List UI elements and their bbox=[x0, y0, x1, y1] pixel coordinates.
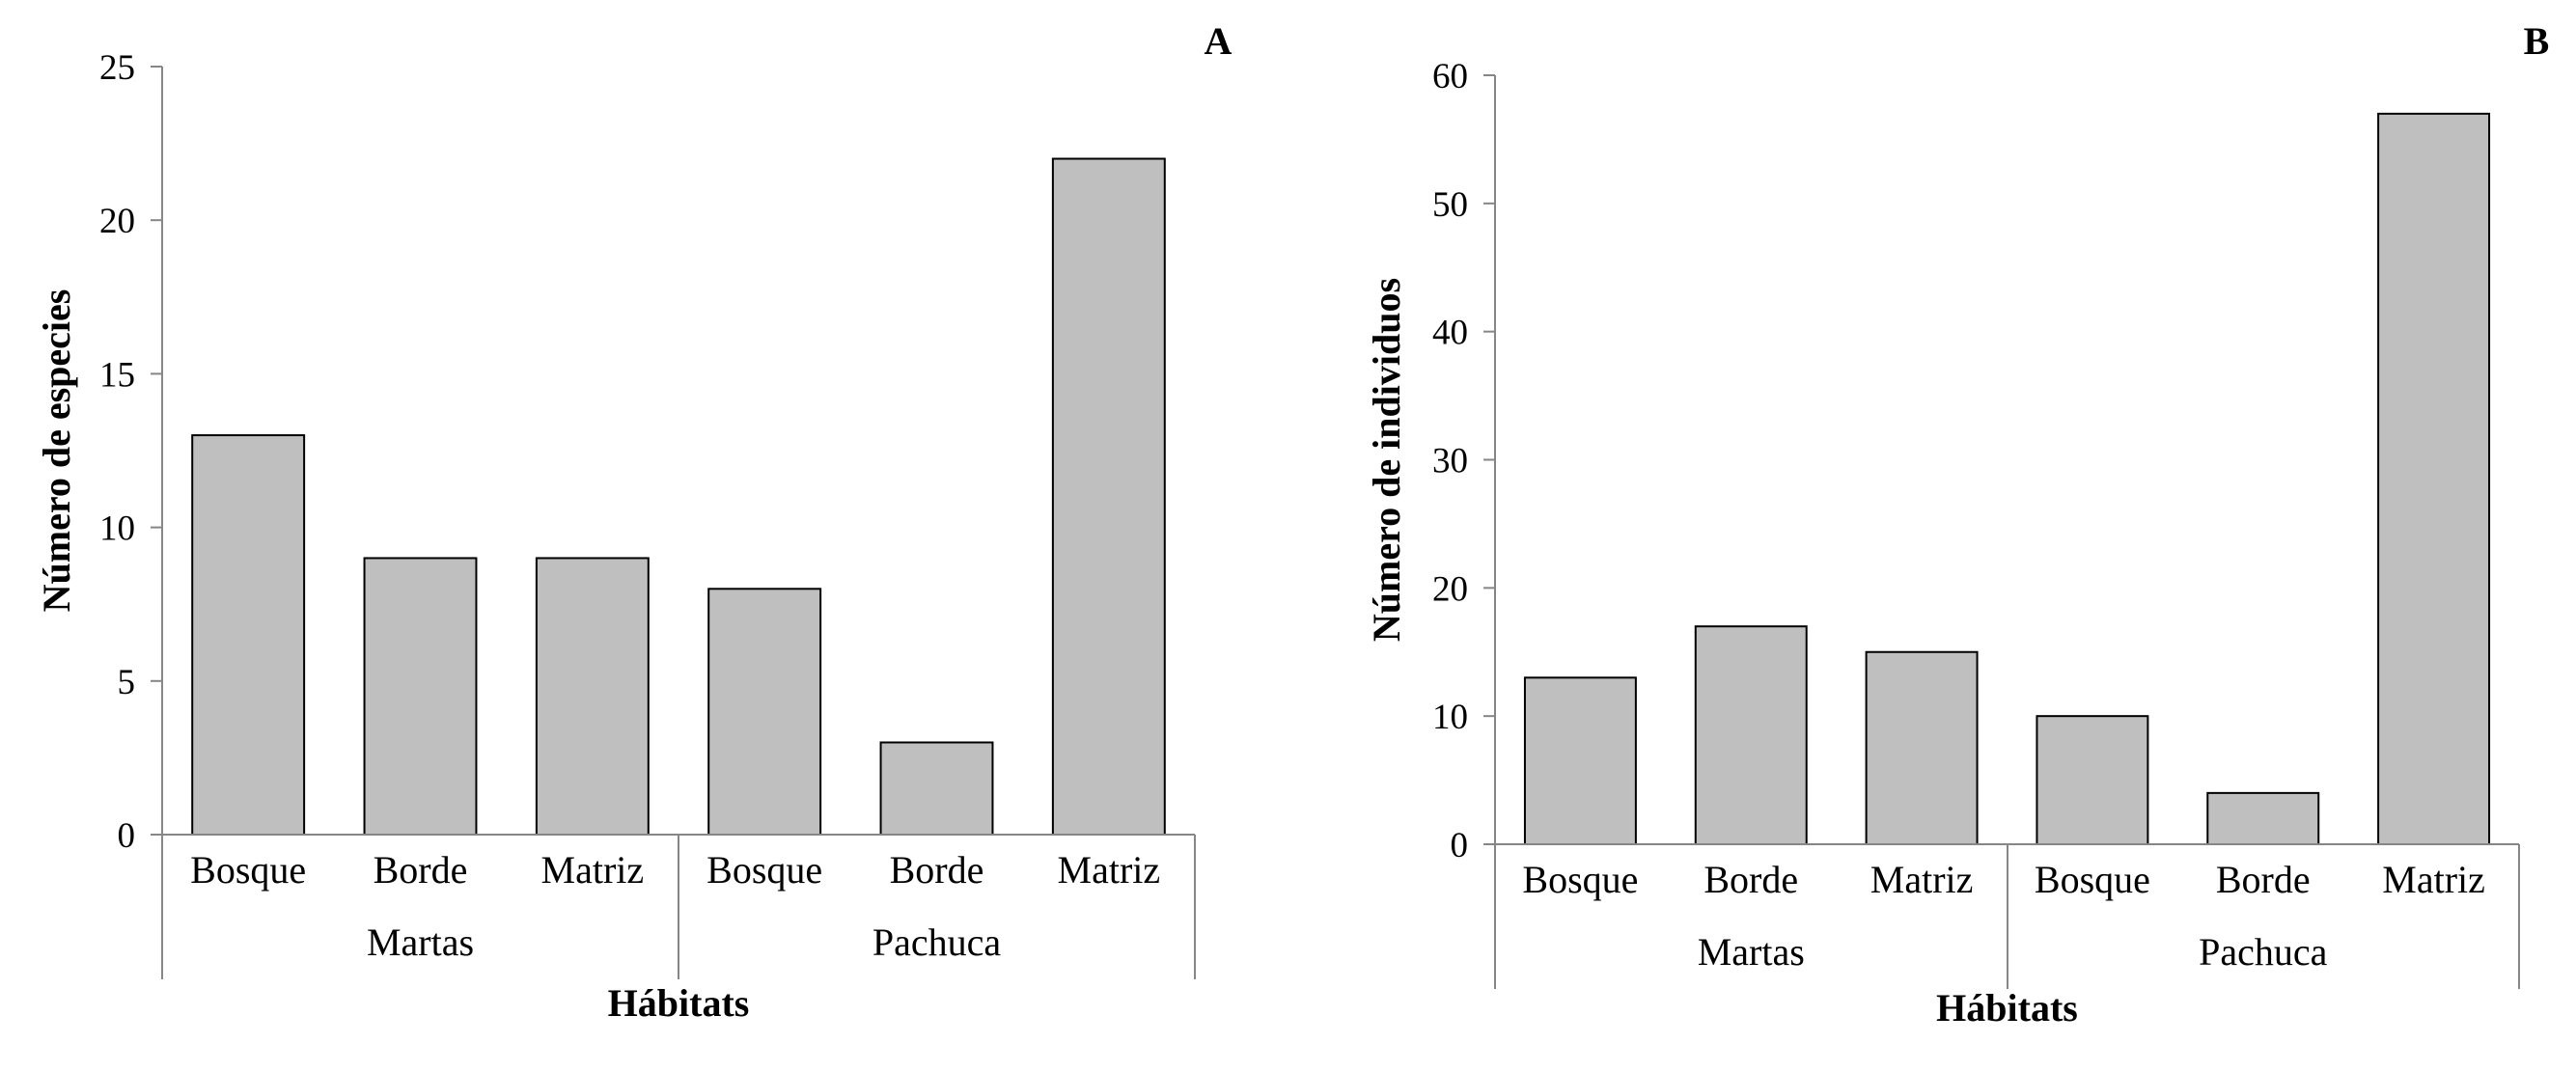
chart-b-bar bbox=[1865, 650, 1979, 845]
chart-a-x-axis-title: Hábitats bbox=[608, 981, 750, 1025]
chart-a-y-tick-label: 25 bbox=[99, 48, 135, 88]
chart-a-category-label: Borde bbox=[890, 848, 984, 892]
chart-a-group-label: Pachuca bbox=[873, 920, 1002, 964]
chart-b-category-label: Bosque bbox=[1522, 858, 1638, 901]
chart-a-y-tick-label: 20 bbox=[99, 202, 135, 241]
chart-b-category-label: Bosque bbox=[2035, 858, 2150, 901]
chart-a-y-tick-label: 15 bbox=[99, 355, 135, 395]
chart-b-x-axis-title: Hábitats bbox=[1936, 986, 2078, 1030]
chart-a-bar bbox=[535, 557, 650, 836]
chart-b-bar bbox=[2377, 112, 2491, 846]
chart-b-y-tick-label: 50 bbox=[1432, 185, 1468, 225]
chart-a-bar bbox=[1051, 157, 1166, 836]
chart-b-y-tick-label: 0 bbox=[1451, 826, 1469, 865]
chart-b-panel-label: B bbox=[2524, 19, 2550, 63]
chart-b-group-label: Martas bbox=[1698, 930, 1805, 974]
chart-a-category-label: Matriz bbox=[1058, 848, 1161, 892]
chart-a-y-tick-label: 0 bbox=[118, 816, 136, 856]
chart-b-category-label: Matriz bbox=[1870, 858, 1974, 901]
chart-a-panel-label: A bbox=[1205, 19, 1233, 63]
chart-a-group-label: Martas bbox=[367, 920, 474, 964]
chart-b-bar bbox=[1694, 625, 1808, 846]
chart-a-category-label: Bosque bbox=[706, 848, 822, 892]
chart-b-category-label: Matriz bbox=[2382, 858, 2485, 901]
chart-b-y-axis-title: Número de individuos bbox=[1365, 278, 1408, 642]
chart-a-bar bbox=[707, 588, 822, 837]
chart-a-category-label: Bosque bbox=[190, 848, 306, 892]
chart-b-bar bbox=[1523, 676, 1637, 845]
chart-b: 0 10 20 30 40 50 60 Bosque Borde Matriz Bosque Bord… bbox=[1365, 19, 2549, 1030]
chart-b-y-tick-label: 20 bbox=[1432, 569, 1468, 609]
chart-a-y-tick-label: 10 bbox=[99, 509, 135, 549]
chart-a-y-tick-label: 5 bbox=[118, 663, 136, 702]
chart-a-category-label: Matriz bbox=[541, 848, 645, 892]
chart-b-y-tick-label: 60 bbox=[1432, 57, 1468, 96]
chart-a-bar bbox=[191, 434, 306, 836]
chart-b-category-label: Borde bbox=[1703, 858, 1798, 901]
chart-b-y-tick-label: 40 bbox=[1432, 314, 1468, 353]
chart-a-bar bbox=[363, 557, 478, 836]
chart-b-y-tick-label: 30 bbox=[1432, 442, 1468, 481]
chart-b-category-label: Borde bbox=[2216, 858, 2311, 901]
chart-b-bar bbox=[2206, 791, 2320, 845]
chart-b-y-tick-label: 10 bbox=[1432, 698, 1468, 737]
chart-b-bar bbox=[2036, 715, 2149, 846]
chart-a-y-axis-title: Número de especies bbox=[35, 289, 78, 613]
chart-a-bar bbox=[879, 741, 994, 836]
chart-a: 0 5 10 15 20 25 Bosque Borde Matriz Bosque Borde Ma… bbox=[35, 19, 1233, 1025]
chart-a-category-label: Borde bbox=[374, 848, 468, 892]
chart-b-group-label: Pachuca bbox=[2199, 930, 2328, 974]
